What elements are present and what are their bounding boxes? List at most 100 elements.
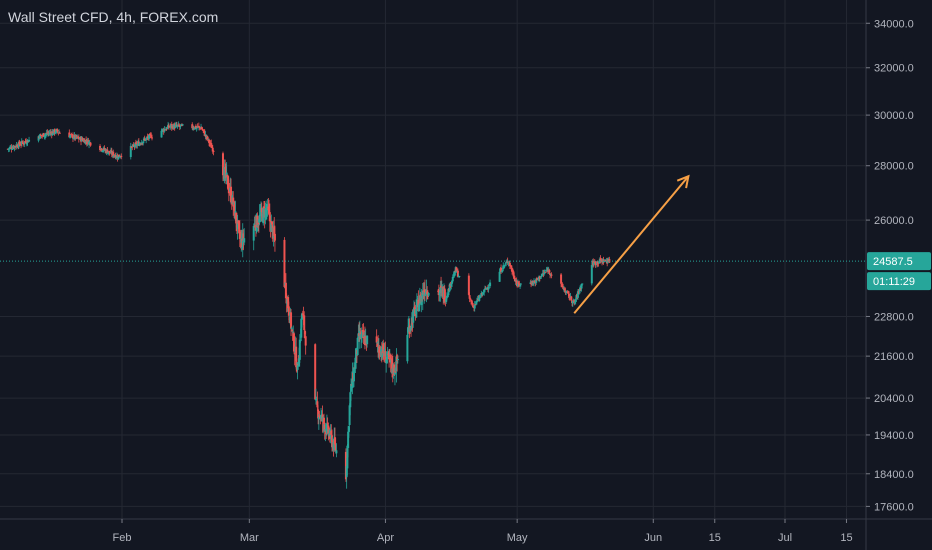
candle-down <box>287 297 290 309</box>
candle-up <box>262 207 265 224</box>
candle-down <box>563 288 566 291</box>
candle-down <box>469 298 472 300</box>
candle-up <box>427 292 430 296</box>
x-tick-label: 15 <box>709 532 721 544</box>
candle-down <box>327 425 330 435</box>
candle-up <box>581 283 584 285</box>
candle-down <box>283 239 286 287</box>
candle-down <box>109 152 112 154</box>
candle-down <box>513 275 516 279</box>
candle-up <box>136 143 139 146</box>
candle-up <box>347 427 350 431</box>
candle-down <box>316 401 319 408</box>
candle-down <box>560 274 563 284</box>
candle-down <box>314 344 317 400</box>
candle-down <box>318 415 321 417</box>
candle-up <box>393 371 396 375</box>
candle-up <box>44 133 47 135</box>
candle-down <box>151 137 154 139</box>
candle-up <box>603 261 606 263</box>
candle-up <box>416 298 419 300</box>
candle-up <box>503 265 506 267</box>
candle-up <box>540 275 543 278</box>
candle-down <box>181 124 184 126</box>
candle-down <box>291 329 294 331</box>
candle-up <box>480 293 483 297</box>
candle-up <box>574 299 577 303</box>
candle-down <box>237 220 240 224</box>
candle-up <box>300 318 303 338</box>
candle-up <box>142 141 145 144</box>
candle-up <box>129 146 132 158</box>
candle-down <box>211 147 214 152</box>
candle-up <box>166 126 169 129</box>
candle-up <box>117 155 120 160</box>
candle-up <box>537 278 540 280</box>
candle-down <box>515 280 518 284</box>
candle-down <box>530 282 533 285</box>
candle-down <box>260 207 263 213</box>
candle-down <box>470 302 473 304</box>
candle-up <box>366 335 369 345</box>
candle-down <box>323 424 326 432</box>
candle-down <box>18 141 21 145</box>
x-tick-label: Apr <box>377 532 394 544</box>
candle-up <box>72 138 75 140</box>
candle-up <box>504 263 507 265</box>
candle-down <box>75 135 78 138</box>
candle-up <box>298 358 301 367</box>
candle-down <box>228 191 231 193</box>
candle-up <box>138 143 141 146</box>
candle-up <box>292 331 295 333</box>
candle-down <box>388 352 391 359</box>
x-tick-label: Mar <box>240 532 259 544</box>
candle-down <box>426 291 429 295</box>
candle-down <box>384 351 387 363</box>
candle-down <box>203 131 206 136</box>
candle-up <box>451 276 454 282</box>
candle-up <box>118 156 121 158</box>
candle-up <box>179 125 182 127</box>
candle-down <box>103 147 106 151</box>
candle-down <box>178 126 181 128</box>
candle-up <box>535 278 538 283</box>
candle-up <box>501 269 504 272</box>
candle-down <box>290 312 293 329</box>
candle-down <box>148 133 151 135</box>
candle-down <box>596 261 599 264</box>
candle-down <box>550 274 553 276</box>
candle-down <box>561 283 564 288</box>
candle-up <box>17 141 20 148</box>
candle-down <box>389 354 392 363</box>
candle-up <box>350 383 353 392</box>
trend-arrow-layer[interactable] <box>573 174 690 314</box>
candle-up <box>450 283 453 287</box>
candle-down <box>108 150 111 153</box>
candle-up <box>418 304 421 312</box>
candle-up <box>479 296 482 298</box>
trend-arrow-head[interactable] <box>676 174 690 189</box>
x-tick-label: May <box>507 532 528 544</box>
trend-arrow-line[interactable] <box>573 175 690 314</box>
candle-down <box>375 336 378 343</box>
grid-layer <box>0 0 866 519</box>
y-tick-label: 32000.0 <box>874 63 914 75</box>
candle-up <box>265 209 268 211</box>
candle-down <box>600 259 603 261</box>
candle-down <box>293 352 296 355</box>
candle-up <box>487 287 490 290</box>
candle-up <box>578 290 581 292</box>
candle-up <box>54 132 57 134</box>
candle-up <box>475 301 478 305</box>
candle-down <box>443 288 446 302</box>
candle-down <box>235 212 238 224</box>
candle-down <box>382 343 385 354</box>
candle-down <box>227 176 230 190</box>
candle-down <box>150 135 153 139</box>
candle-down <box>440 285 443 288</box>
candle-down <box>208 139 211 143</box>
candle-down <box>268 212 271 222</box>
candle-down <box>41 135 44 137</box>
